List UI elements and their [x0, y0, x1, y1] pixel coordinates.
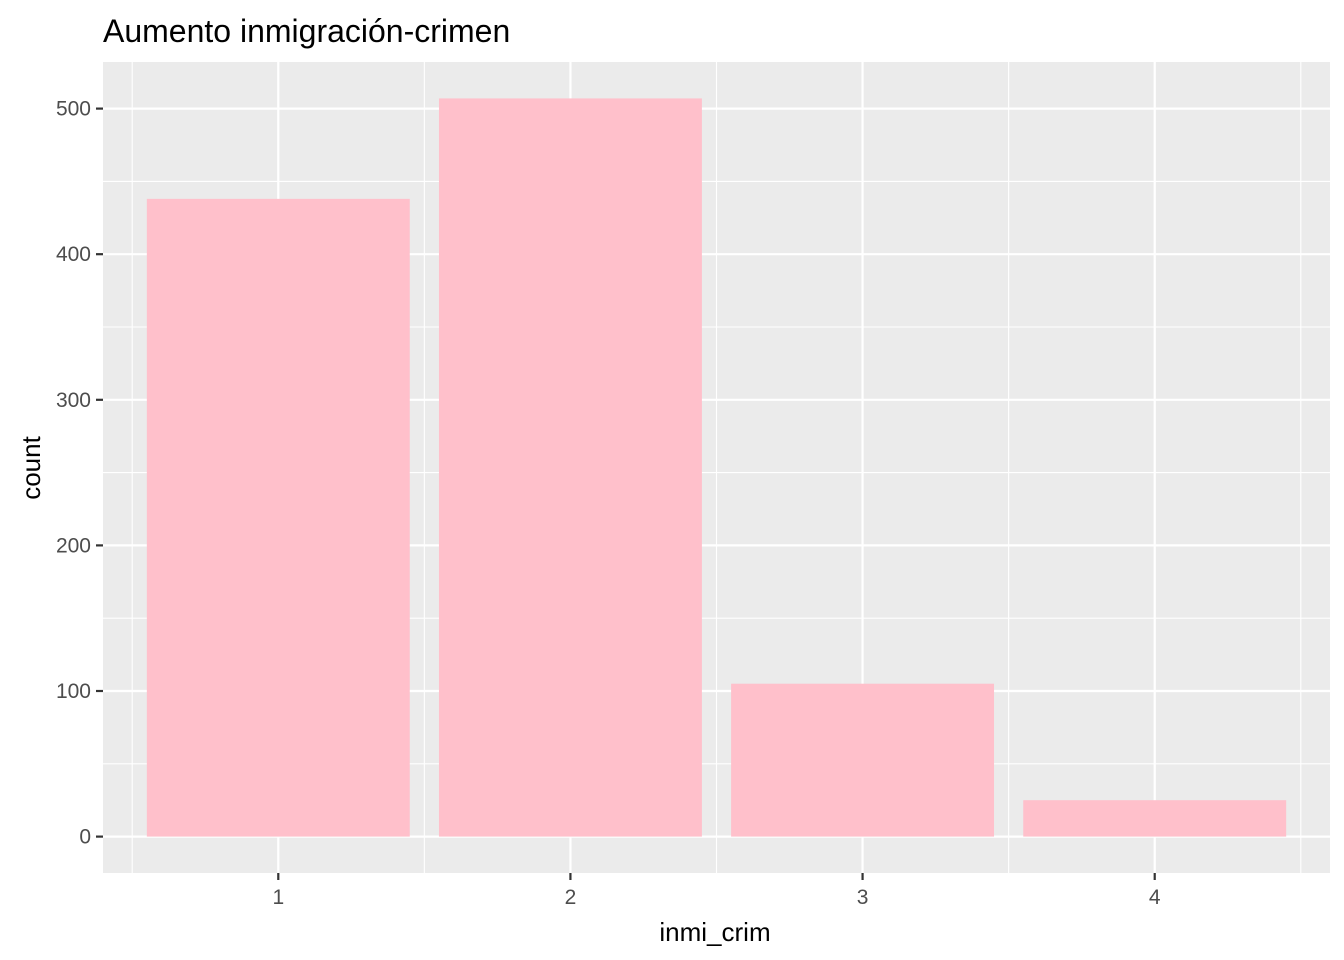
x-axis-title: inmi_crim	[659, 917, 770, 947]
y-axis-title: count	[16, 435, 46, 499]
bar-2	[438, 98, 702, 837]
y-tick-label: 300	[56, 389, 91, 412]
bar-4	[1023, 800, 1287, 837]
y-tick-label: 500	[56, 98, 91, 121]
bars-group	[146, 98, 1287, 837]
x-tick-label: 4	[1149, 886, 1161, 909]
x-tick-label: 3	[857, 886, 869, 909]
y-tick-label: 400	[56, 243, 91, 266]
bar-3	[731, 683, 995, 837]
y-tick-label: 0	[79, 826, 91, 849]
x-axis: 1 2 3 4	[272, 873, 1161, 909]
y-axis: 0 100 200 300 400 500	[56, 98, 103, 849]
y-tick-label: 100	[56, 680, 91, 703]
chart-title: Aumento inmigración-crimen	[103, 13, 510, 49]
x-tick-label: 2	[565, 886, 577, 909]
bar-1	[146, 198, 410, 837]
y-tick-label: 200	[56, 534, 91, 557]
x-tick-label: 1	[272, 886, 284, 909]
